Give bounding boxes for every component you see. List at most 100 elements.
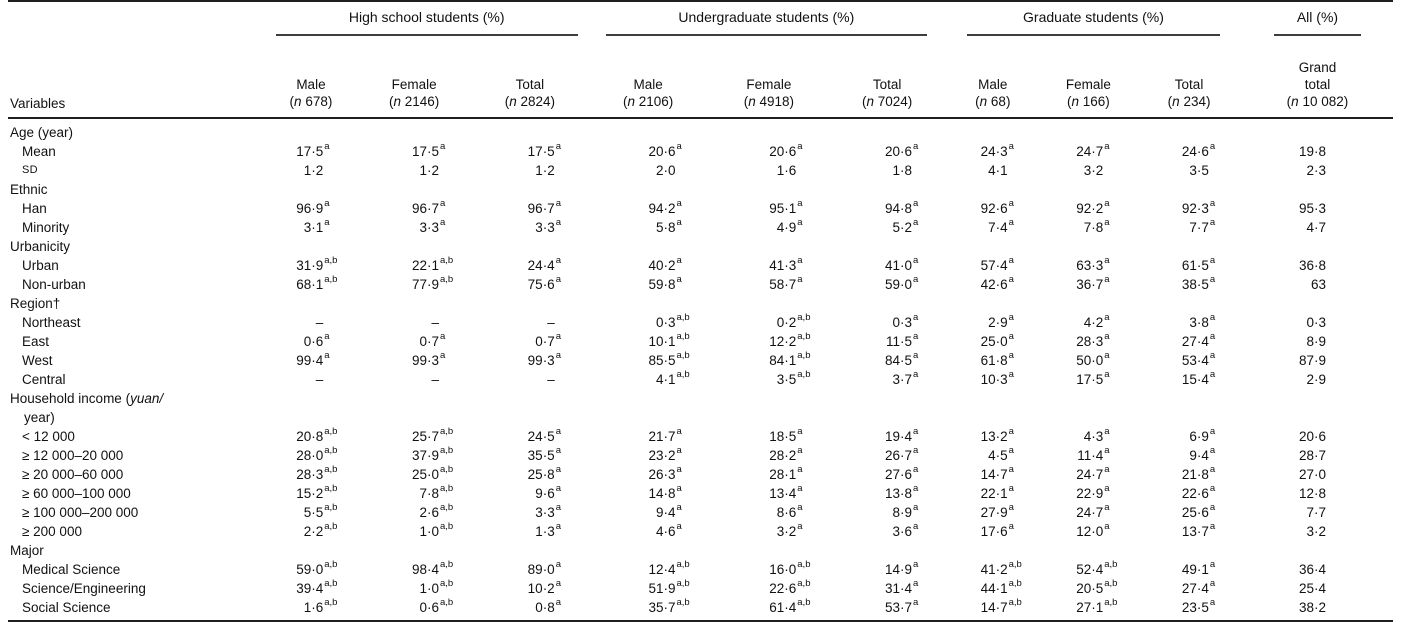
value-cell bbox=[829, 180, 945, 199]
value-cell: 25·6 a bbox=[1136, 502, 1242, 522]
cell-value: 59·0 bbox=[884, 277, 912, 292]
cell-superscript bbox=[1326, 464, 1345, 483]
cell-value: 59·0 bbox=[296, 562, 324, 577]
cell-value: 61·8 bbox=[980, 353, 1008, 368]
cell-value: 20·6 bbox=[648, 144, 676, 159]
cell-value: 9·4 bbox=[1189, 448, 1209, 463]
cell-superscript: a bbox=[1008, 198, 1014, 209]
cell-superscript: a bbox=[676, 198, 682, 209]
value-cell: 27·0 bbox=[1242, 465, 1393, 484]
table-row: Han 96·9 a 96·7 a 96·7 a 94·2 a 95·1 a 94·8 a 92·6 a 92… bbox=[8, 198, 1393, 218]
value-cell: 12·4 a,b bbox=[588, 559, 709, 579]
cell-value: 27·4 bbox=[1181, 334, 1209, 349]
value-cell: 0·6 a,b bbox=[356, 597, 472, 621]
cell-superscript: a bbox=[1104, 312, 1110, 323]
cell-superscript: a bbox=[1008, 141, 1014, 152]
value-cell bbox=[1136, 294, 1242, 313]
row-label: East bbox=[22, 334, 50, 349]
value-cell bbox=[588, 118, 709, 142]
cell-value: 12·2 bbox=[769, 334, 797, 349]
cell-superscript: a bbox=[1209, 483, 1216, 494]
value-cell: 7·7 bbox=[1242, 503, 1393, 522]
cell-superscript: a,b bbox=[439, 445, 454, 456]
cell-value: 2·9 bbox=[988, 315, 1008, 330]
cell-value: 1·8 bbox=[892, 163, 912, 178]
cell-superscript: a bbox=[1104, 483, 1110, 494]
value-cell: 15·2 a,b bbox=[266, 483, 357, 503]
cell-value: 7·8 bbox=[419, 486, 439, 501]
cell-superscript: a bbox=[555, 331, 561, 342]
cell-superscript: a bbox=[555, 502, 561, 513]
cell-value: 2·2 bbox=[303, 524, 324, 539]
cell-superscript: a bbox=[1008, 464, 1014, 475]
value-cell bbox=[472, 237, 588, 256]
cell-value: 5·2 bbox=[892, 220, 912, 235]
value-cell: – bbox=[266, 313, 357, 332]
cell-superscript: a bbox=[1008, 350, 1014, 361]
row-label: ≥ 12 000–20 000 bbox=[22, 448, 124, 463]
value-cell: – bbox=[472, 370, 588, 389]
value-cell bbox=[266, 118, 357, 142]
cell-value: 98·4 bbox=[411, 562, 439, 577]
cell-value: 22·1 bbox=[980, 486, 1008, 501]
cell-value: 28·7 bbox=[1298, 448, 1326, 463]
cell-superscript: a,b bbox=[324, 597, 338, 608]
cell-superscript: a bbox=[676, 521, 682, 532]
value-cell: 20·6 a bbox=[708, 141, 829, 161]
value-cell bbox=[356, 389, 472, 427]
cell-value: 0·2 bbox=[776, 315, 797, 330]
value-cell: 0·3 a,b bbox=[588, 312, 709, 332]
table-row: Mean 17·5 a 17·5 a 17·5 a 20·6 a 20·6 a 20·6 a 24·3 a 2… bbox=[8, 141, 1393, 161]
value-cell: 11·5 a bbox=[829, 331, 945, 351]
cell-value: 22·9 bbox=[1076, 486, 1104, 501]
demographics-table: Variables High school students (%) Underg… bbox=[8, 0, 1393, 622]
cell-superscript: a,b bbox=[797, 597, 811, 608]
table-row: ≥ 100 000–200 000 5·5 a,b 2·6 a,b 3·3 a 9·4 a 8·6… bbox=[8, 502, 1393, 522]
cell-superscript: a bbox=[1104, 464, 1110, 475]
cell-value: 15·2 bbox=[296, 486, 324, 501]
value-cell bbox=[829, 294, 945, 313]
row-label: ≥ 60 000–100 000 bbox=[22, 486, 131, 501]
value-cell: 42·6 a bbox=[945, 274, 1041, 294]
value-cell: 8·9 bbox=[1242, 332, 1393, 351]
cell-superscript: a bbox=[1209, 312, 1216, 323]
cell-value: 85·5 bbox=[648, 353, 676, 368]
value-cell: 16·0 a,b bbox=[708, 559, 829, 579]
cell-value: 13·4 bbox=[769, 486, 797, 501]
cell-value: 20·8 bbox=[296, 429, 324, 444]
value-cell: 17·5 a bbox=[266, 141, 357, 161]
value-cell: 89·0 a bbox=[472, 559, 588, 579]
cell-value: 2·3 bbox=[1306, 163, 1326, 178]
value-cell: 3·5 bbox=[1136, 161, 1242, 180]
cell-value: 84·1 bbox=[769, 353, 797, 368]
cell-value: 41·3 bbox=[769, 258, 797, 273]
value-cell: – bbox=[356, 313, 472, 332]
cell-superscript: a bbox=[1008, 502, 1014, 513]
cell-value: 35·5 bbox=[527, 448, 555, 463]
value-cell bbox=[708, 389, 829, 427]
value-cell bbox=[472, 180, 588, 199]
cell-superscript: a bbox=[797, 426, 803, 437]
table-row: Science/Engineering 39·4 a,b 1·0 a,b 10·2 a 51·… bbox=[8, 578, 1393, 598]
value-cell: 59·0 a bbox=[829, 274, 945, 294]
value-cell: 1·0 a,b bbox=[356, 521, 472, 541]
value-cell bbox=[1136, 389, 1242, 427]
cell-superscript: a bbox=[676, 217, 682, 228]
cell-superscript: a bbox=[1209, 141, 1216, 152]
cell-value: 13·7 bbox=[1181, 524, 1209, 539]
value-cell bbox=[266, 180, 357, 199]
cell-superscript: a,b bbox=[797, 331, 811, 342]
cell-superscript: a,b bbox=[324, 255, 338, 266]
cell-value: 19·4 bbox=[884, 429, 912, 444]
cell-value: 16·0 bbox=[769, 562, 797, 577]
cell-value: 25·0 bbox=[411, 467, 439, 482]
value-cell bbox=[708, 294, 829, 313]
value-cell bbox=[588, 180, 709, 199]
value-cell: 24·3 a bbox=[945, 141, 1041, 161]
cell-value: 12·0 bbox=[1076, 524, 1104, 539]
cell-superscript: a bbox=[1209, 521, 1216, 532]
value-cell: 58·7 a bbox=[708, 274, 829, 294]
value-cell bbox=[945, 294, 1041, 313]
cell-superscript: a,b bbox=[439, 274, 454, 285]
cell-value: 22·6 bbox=[769, 581, 797, 596]
